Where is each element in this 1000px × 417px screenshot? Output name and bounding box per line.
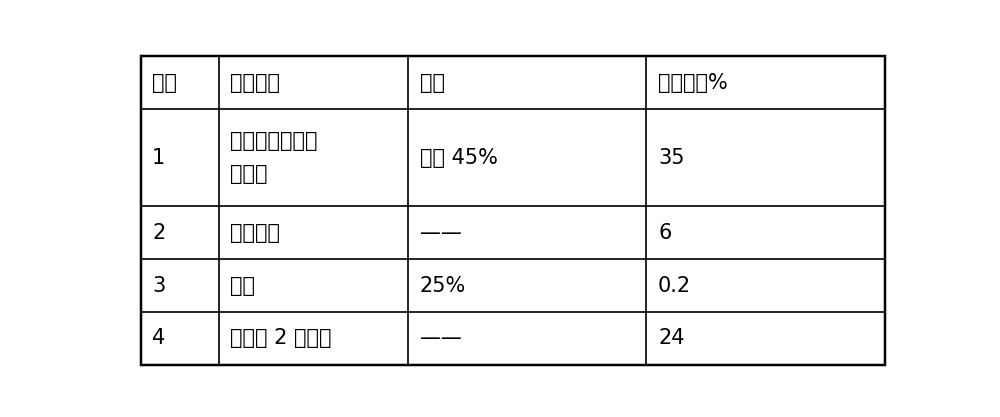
Text: 实施例 2 制备的: 实施例 2 制备的 — [230, 328, 332, 348]
Text: 24: 24 — [658, 328, 685, 348]
Text: 投料量，%: 投料量，% — [658, 73, 728, 93]
Text: 聚氨酯改性丙烯
酸乳液: 聚氨酯改性丙烯 酸乳液 — [230, 131, 318, 184]
Text: 1: 1 — [152, 148, 165, 168]
Text: 3: 3 — [152, 276, 165, 296]
Text: ——: —— — [420, 328, 462, 348]
Text: 0.2: 0.2 — [658, 276, 691, 296]
Text: 6: 6 — [658, 223, 671, 243]
Text: 固含 45%: 固含 45% — [420, 148, 498, 168]
Text: 35: 35 — [658, 148, 685, 168]
Text: 2: 2 — [152, 223, 165, 243]
Text: 规格: 规格 — [420, 73, 445, 93]
Text: ——: —— — [420, 223, 462, 243]
Text: 氨水: 氨水 — [230, 276, 255, 296]
Text: 25%: 25% — [420, 276, 466, 296]
Text: 序号: 序号 — [152, 73, 177, 93]
Text: 原料名称: 原料名称 — [230, 73, 280, 93]
Text: 去离子水: 去离子水 — [230, 223, 280, 243]
Text: 4: 4 — [152, 328, 165, 348]
